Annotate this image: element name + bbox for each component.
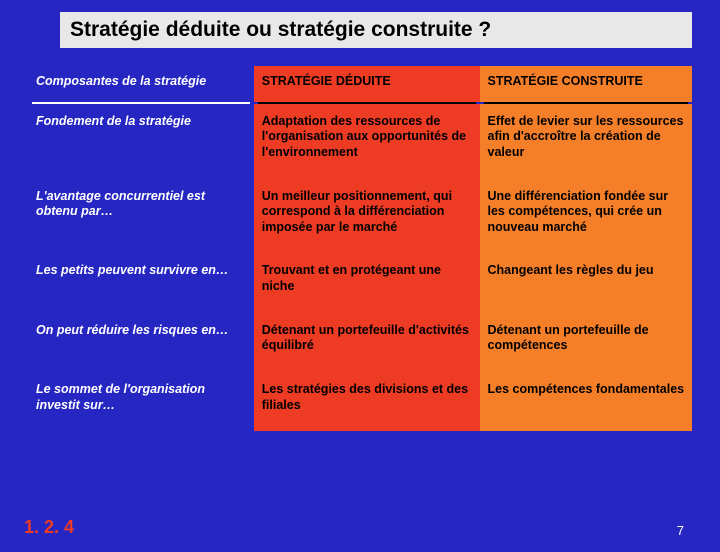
- col-header-label: Composantes de la stratégie: [28, 66, 254, 102]
- row-construite: Changeant les règles du jeu: [480, 253, 693, 312]
- row-label: L'avantage concurrentiel est obtenu par…: [28, 179, 254, 254]
- page-number: 7: [677, 523, 684, 538]
- row-construite: Les compétences fondamentales: [480, 372, 693, 431]
- row-deduite: Un meilleur positionnement, qui correspo…: [254, 179, 480, 254]
- slide-title: Stratégie déduite ou stratégie construit…: [60, 12, 692, 48]
- row-construite: Détenant un portefeuille de compétences: [480, 313, 693, 372]
- col-header-deduite: STRATÉGIE DÉDUITE: [254, 66, 480, 102]
- row-construite: Effet de levier sur les ressources afin …: [480, 104, 693, 179]
- row-deduite: Les stratégies des divisions et des fili…: [254, 372, 480, 431]
- row-label: Le sommet de l'organisation investit sur…: [28, 372, 254, 431]
- row-deduite: Trouvant et en protégeant une niche: [254, 253, 480, 312]
- row-deduite: Détenant un portefeuille d'activités équ…: [254, 313, 480, 372]
- row-construite: Une différenciation fondée sur les compé…: [480, 179, 693, 254]
- row-label: Fondement de la stratégie: [28, 104, 254, 179]
- row-label: Les petits peuvent survivre en…: [28, 253, 254, 312]
- row-deduite: Adaptation des ressources de l'organisat…: [254, 104, 480, 179]
- section-number: 1. 2. 4: [24, 517, 74, 538]
- col-header-construite: STRATÉGIE CONSTRUITE: [480, 66, 693, 102]
- row-label: On peut réduire les risques en…: [28, 313, 254, 372]
- comparison-table: Composantes de la stratégie STRATÉGIE DÉ…: [28, 66, 692, 431]
